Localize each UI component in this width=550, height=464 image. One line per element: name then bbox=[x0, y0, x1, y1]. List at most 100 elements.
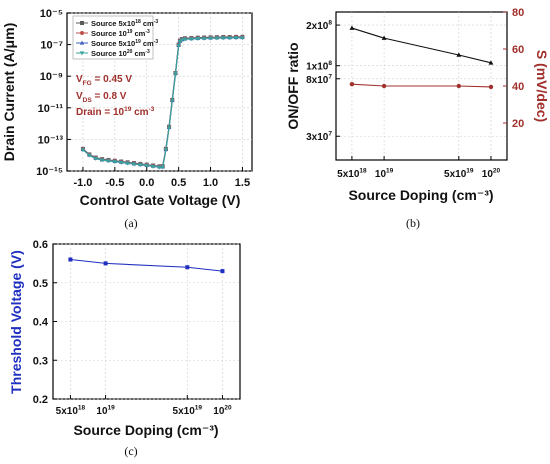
panel-a-series-3-point bbox=[195, 36, 200, 41]
panel-a-legend-exp: 18 bbox=[135, 19, 141, 25]
panel-a-legend-marker-2 bbox=[79, 40, 85, 45]
panel-b-x-tick-label-base: 5x10 bbox=[444, 169, 467, 180]
panel-a-legend-unit-exp: -3 bbox=[145, 29, 150, 35]
panel-a-legend-exp: 19 bbox=[127, 29, 133, 35]
panel-a-x-tick-label: -0.5 bbox=[105, 177, 124, 189]
panel-b-y-tick-label-base: 8x10 bbox=[306, 75, 329, 86]
panel-c-series-line-0 bbox=[70, 258, 223, 272]
panel-b-series-1-point bbox=[488, 84, 494, 90]
panel-b-y-tick-label-base: 2x10 bbox=[306, 21, 329, 32]
panel-b-caption-label: (b) bbox=[406, 216, 420, 230]
panel-b-x-tick-label-base: 5x10 bbox=[337, 169, 360, 180]
panel-b-x-tick-label: 1019 bbox=[375, 168, 394, 181]
panel-a-annotation-drain-unit: cm bbox=[131, 107, 148, 118]
panel-c-x-tick-label: 5x1019 bbox=[173, 405, 203, 418]
panel-c-series-group bbox=[68, 257, 225, 274]
panel-a-legend-label-0: Source 5x1018 cm-3 bbox=[91, 19, 158, 28]
panel-a-series-3-point bbox=[189, 37, 194, 42]
panel-a-series-3-point bbox=[80, 148, 86, 153]
panel-a-grid bbox=[67, 12, 252, 172]
panel-a-series-3-point bbox=[227, 36, 232, 41]
panel-b-x-tick-label-exp: 18 bbox=[359, 168, 367, 175]
panel-c-series-0-point bbox=[68, 257, 73, 262]
panel-b-series-line-0 bbox=[351, 27, 492, 64]
panel-a-x-tick-label: 0.0 bbox=[139, 177, 154, 189]
panel-c-x-tick-label-base: 5x10 bbox=[173, 406, 196, 417]
panel-a-legend-label-2: Source 5x1019 cm-3 bbox=[91, 39, 158, 48]
panel-a-y-tick-label: 10⁻¹¹ bbox=[38, 103, 64, 115]
panel-a-series-3-point bbox=[87, 153, 92, 158]
panel-a-legend-unit-exp: -3 bbox=[154, 39, 159, 45]
panel-a-series-3-point bbox=[125, 161, 130, 166]
panel-a-annotation-drain-base: Drain = 10 bbox=[76, 107, 125, 118]
panel-c-caption-label: (c) bbox=[124, 444, 137, 458]
panel-c-y-tick-label: 0.6 bbox=[33, 239, 48, 251]
panel-a-annotation-vfg-var: V bbox=[76, 74, 83, 85]
panel-a-legend-text: Source 5x10 bbox=[91, 19, 135, 28]
panel-b-y-tick-label-base: 3x10 bbox=[306, 132, 329, 143]
panel-b-x-tick-label: 5x1019 bbox=[444, 168, 474, 181]
panel-a-annotation-vfg: VFG = 0.45 V bbox=[76, 74, 132, 87]
panel-a-legend-text: Source 10 bbox=[91, 49, 127, 58]
panel-b-x-tick-label-exp: 20 bbox=[493, 168, 501, 175]
panel-a-series-3-point bbox=[150, 164, 156, 169]
panel-c-x-tick-label-exp: 18 bbox=[78, 405, 86, 412]
panel-a-series-3-point bbox=[112, 160, 118, 165]
panel-b-x-tick-label-base: 10 bbox=[375, 169, 387, 180]
panel-b-y-tick-label: 8x107 bbox=[306, 73, 332, 86]
panel-a-legend-exp: 20 bbox=[127, 49, 133, 55]
panel-b-y2-axis-label: S (mV/dec) bbox=[534, 50, 550, 122]
panel-a-drain-current-chart: -1.0 -0.5 0.0 0.5 1.0 1.5 10⁻¹⁵ 10⁻¹³ 10⁻¹¹ 10⁻⁹ 1… bbox=[1, 8, 253, 230]
panel-c-x-tick-label: 1020 bbox=[213, 405, 232, 418]
panel-b-y-tick-label: 2x108 bbox=[306, 20, 332, 33]
panel-b-x-tick-label: 1020 bbox=[482, 168, 501, 181]
panel-a-ticks: -1.0 -0.5 0.0 0.5 1.0 1.5 10⁻¹⁵ 10⁻¹³ 10⁻¹¹ 10⁻⁹ 1… bbox=[36, 8, 250, 189]
panel-a-series-3-point bbox=[182, 37, 188, 42]
panel-b-y-tick-label-exp: 7 bbox=[328, 73, 332, 80]
panel-b-series-0-point bbox=[488, 60, 494, 65]
panel-c-series-0-point bbox=[220, 269, 225, 274]
panel-b-x-tick-label-exp: 19 bbox=[466, 168, 474, 175]
panel-a-series-3-point bbox=[233, 36, 239, 41]
panel-a-x-tick-label: 0.5 bbox=[171, 177, 186, 189]
panel-a-legend-unit-exp: -3 bbox=[145, 49, 150, 55]
panel-a-x-tick-label: 1.5 bbox=[235, 177, 250, 189]
panel-a-series-3-point bbox=[119, 160, 124, 165]
panel-a-series-3-point bbox=[221, 36, 226, 41]
panel-b-x-axis-label: Source Doping (cm⁻³) bbox=[348, 187, 493, 203]
panel-a-legend-marker-3 bbox=[79, 51, 85, 56]
panel-b-series-0-point bbox=[456, 52, 462, 57]
panel-c-y-tick-label: 0.3 bbox=[33, 355, 48, 367]
panel-a-series-3-point bbox=[177, 39, 183, 44]
panel-b-ticks: 5x1018 1019 5x1019 10203x1078x1071x1082x108… bbox=[306, 7, 524, 180]
panel-a-legend-text: Source 10 bbox=[91, 29, 127, 38]
panel-b-series-0-point bbox=[381, 35, 387, 40]
panel-a-y-axis-label: Drain Current (A/μm) bbox=[1, 23, 17, 161]
panel-b-series-line-1 bbox=[351, 83, 491, 88]
panel-a-annotation-vfg-val: = 0.45 V bbox=[92, 74, 133, 85]
panel-c-x-tick-label-exp: 19 bbox=[195, 405, 203, 412]
panel-a-legend-unit-exp: -3 bbox=[154, 19, 159, 25]
panel-b-plot-frame bbox=[335, 11, 508, 161]
panel-a-series-3-point bbox=[208, 36, 213, 41]
panel-c-y-tick-label: 0.4 bbox=[33, 317, 49, 329]
panel-a-legend-marker-0 bbox=[80, 21, 84, 25]
panel-a-series-3-point bbox=[144, 164, 149, 169]
panel-a-series-3-point bbox=[214, 36, 220, 41]
panel-a-series-3-point bbox=[160, 165, 165, 170]
panel-a-legend-label-1: Source 1019 cm-3 bbox=[91, 29, 150, 38]
panel-c-series-0-point bbox=[185, 265, 190, 270]
panel-a-legend-unit: cm bbox=[132, 49, 145, 58]
panel-c-y-tick-label: 0.5 bbox=[33, 278, 48, 290]
panel-a-annotation-vds: VDS = 0.8 V bbox=[76, 91, 127, 104]
panel-a-series-3-point bbox=[163, 148, 169, 153]
panel-c-x-tick-label-base: 10 bbox=[96, 406, 108, 417]
panel-a-annotation-drain-exp: 19 bbox=[124, 106, 132, 113]
panel-a-series-3-point bbox=[99, 158, 105, 163]
panel-a-series-3-point bbox=[106, 159, 111, 164]
panel-c-x-tick-label-exp: 19 bbox=[108, 405, 116, 412]
